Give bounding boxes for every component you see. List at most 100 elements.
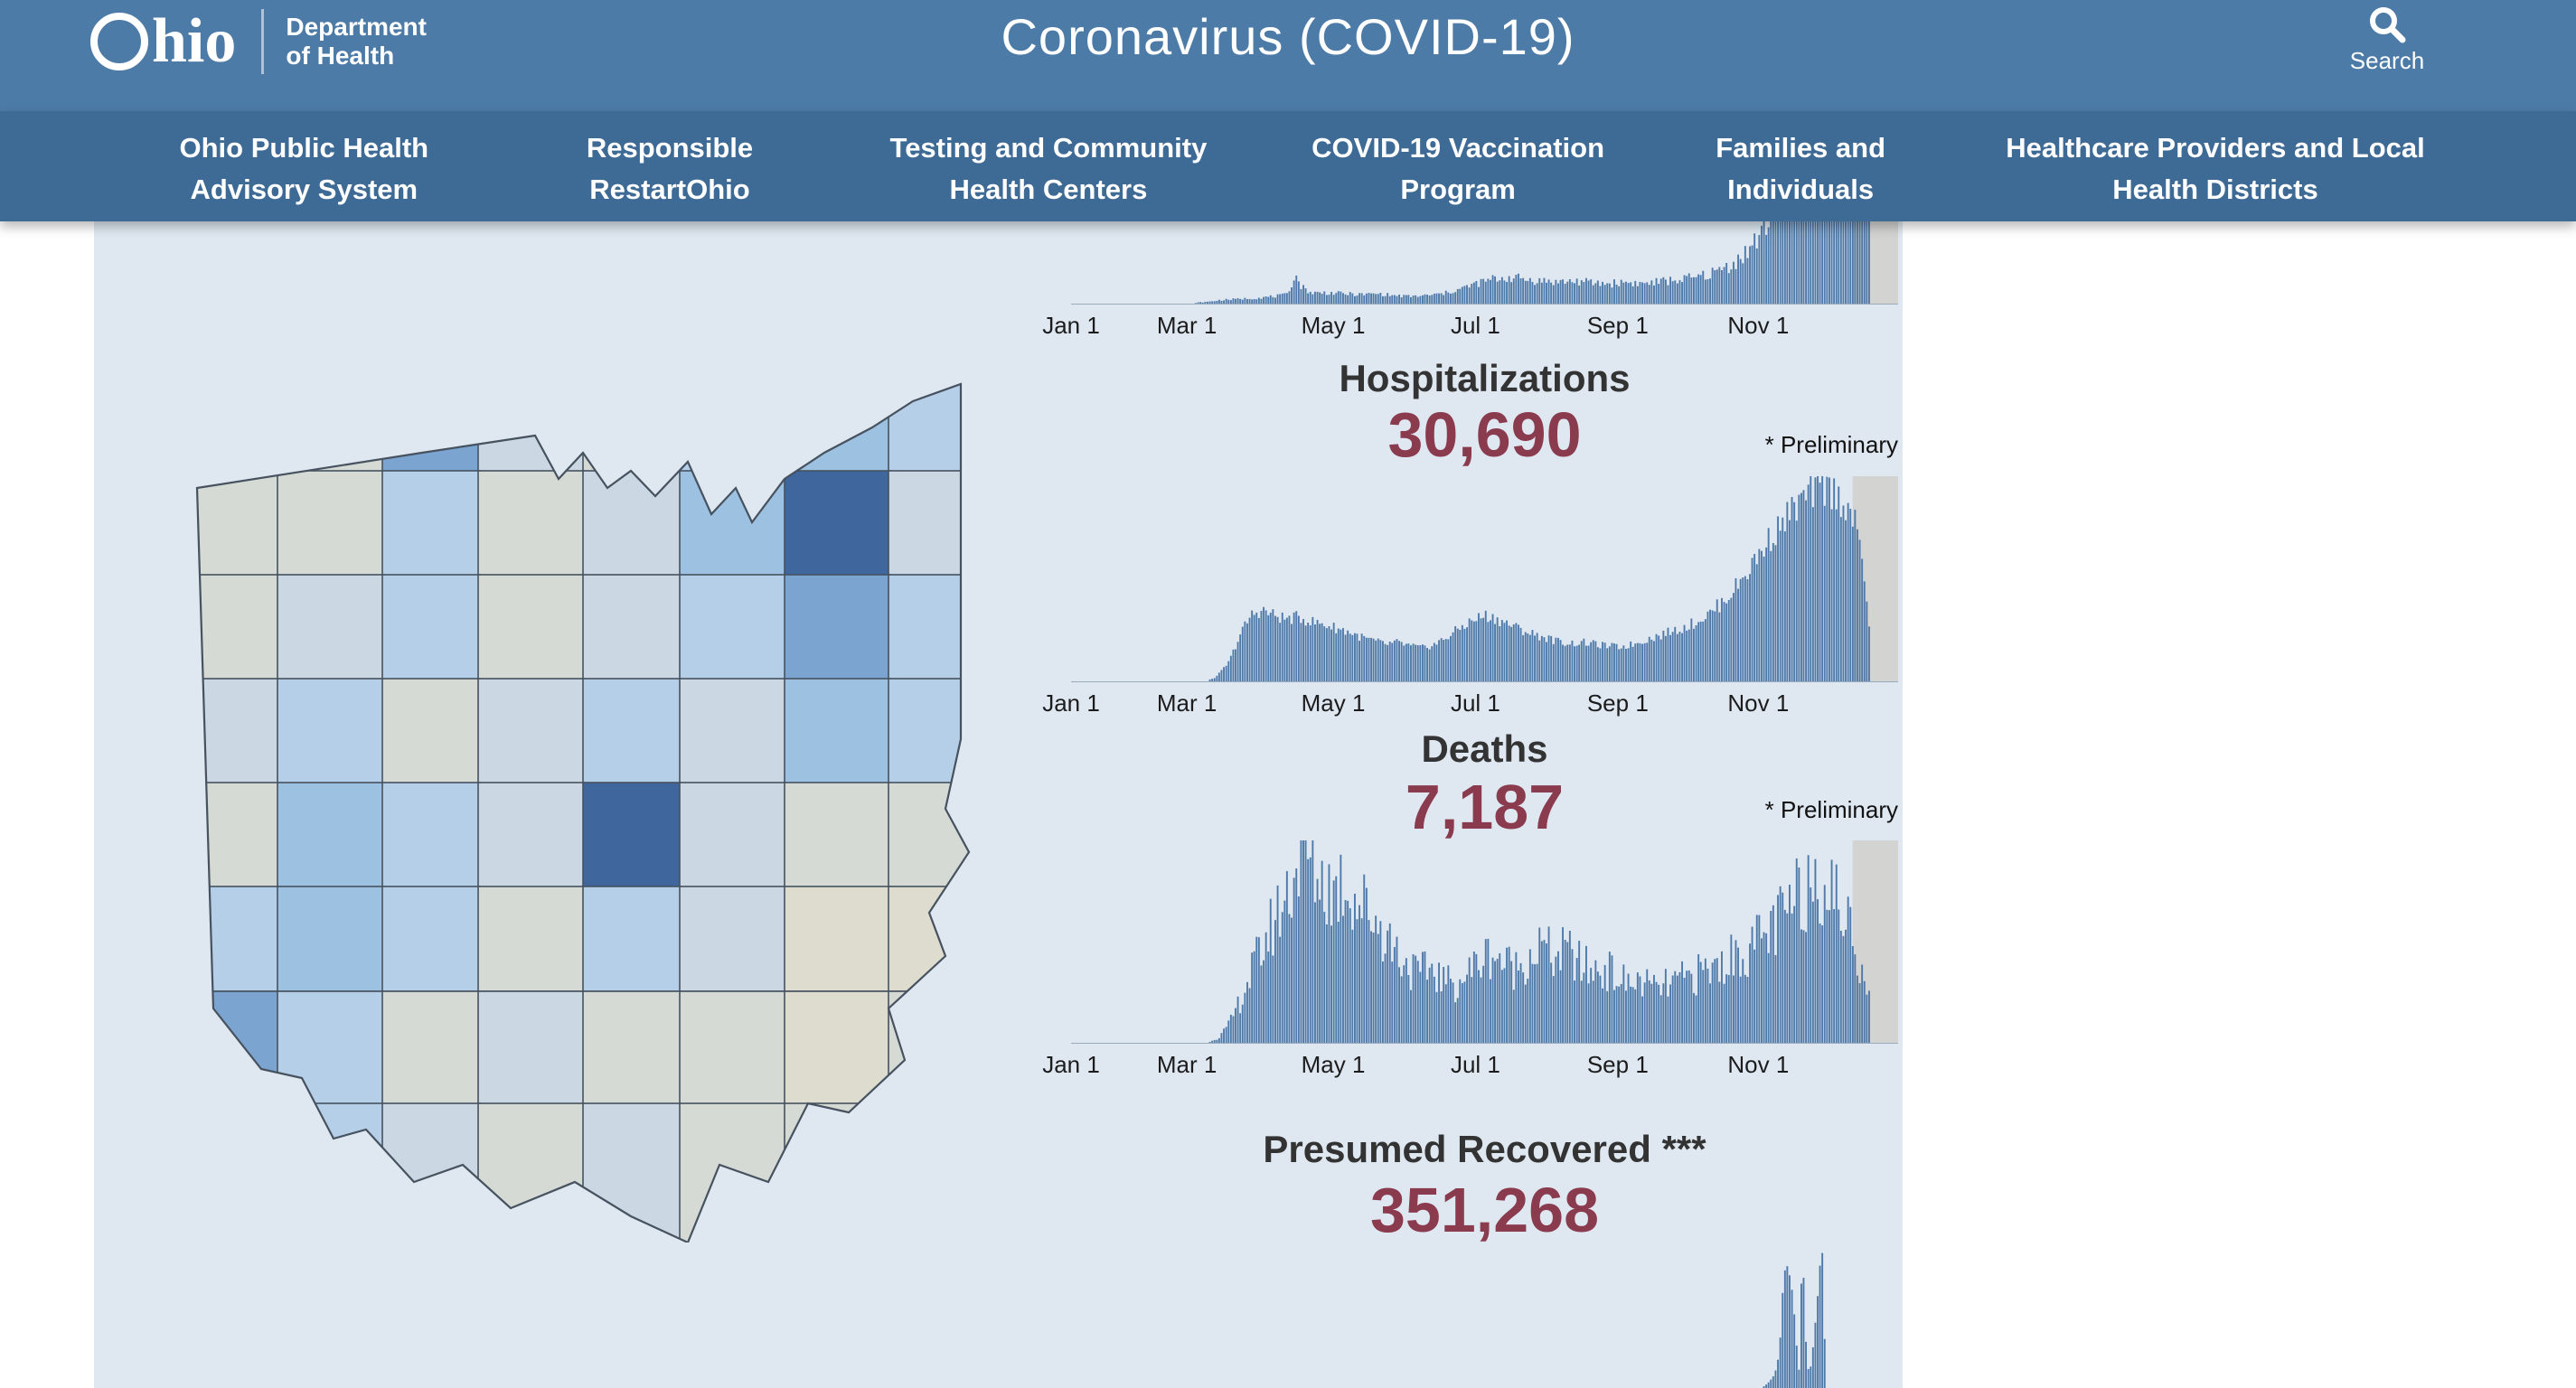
county-cell[interactable]	[582, 782, 682, 888]
county-cell[interactable]	[679, 678, 786, 784]
county-cell[interactable]	[277, 470, 384, 577]
county-cell[interactable]	[277, 678, 384, 784]
county-cell[interactable]	[784, 375, 891, 473]
nav-item-healthcare-providers[interactable]: Healthcare Providers and Local Health Di…	[2006, 127, 2424, 211]
search-label: Search	[2349, 47, 2425, 74]
county-cell[interactable]	[181, 678, 279, 784]
county-cell[interactable]	[181, 470, 279, 577]
dept-of-health-label: Department of Health	[286, 13, 427, 70]
county-cell[interactable]	[679, 375, 786, 473]
axis-tick-label: Sep 1	[1586, 312, 1649, 339]
county-cell[interactable]	[679, 990, 786, 1106]
nav-item-vaccination-program[interactable]: COVID-19 Vaccination Program	[1312, 127, 1604, 211]
county-cell[interactable]	[477, 470, 585, 577]
county-cell[interactable]	[582, 990, 682, 1106]
ohio-county-choropleth-map[interactable]	[181, 375, 985, 1244]
county-cell[interactable]	[888, 678, 985, 784]
ohio-map-svg	[181, 375, 985, 1244]
dept-line1: Department	[286, 13, 427, 41]
county-cell[interactable]	[784, 1102, 891, 1243]
county-cell[interactable]	[582, 678, 682, 784]
county-cell[interactable]	[477, 375, 585, 473]
axis-tick-label: Jul 1	[1450, 1051, 1500, 1078]
nav-item-line: Responsible	[586, 132, 754, 164]
presumed-recovered-heading: Presumed Recovered ***	[1263, 1128, 1706, 1170]
county-cell[interactable]	[477, 1102, 585, 1243]
county-cell[interactable]	[582, 375, 682, 473]
county-cell[interactable]	[784, 782, 891, 888]
ohio-o-ring-icon	[90, 13, 148, 70]
county-cell[interactable]	[888, 990, 985, 1106]
county-cell[interactable]	[582, 470, 682, 577]
county-cell[interactable]	[477, 678, 585, 784]
hospitalizations-value: 30,690	[1387, 399, 1582, 470]
county-cell[interactable]	[277, 886, 384, 992]
county-cell[interactable]	[181, 886, 279, 992]
county-cell[interactable]	[888, 470, 985, 577]
nav-item-advisory-system[interactable]: Ohio Public Health Advisory System	[180, 127, 429, 211]
hospitalizations-chart[interactable]	[1071, 476, 1898, 682]
county-cell[interactable]	[784, 574, 891, 680]
county-cell[interactable]	[181, 990, 279, 1106]
deaths-chart[interactable]	[1071, 840, 1898, 1044]
ohio-state-outline	[195, 382, 971, 1244]
deaths-bars	[1071, 840, 1898, 1044]
county-cell[interactable]	[381, 886, 481, 992]
county-cell[interactable]	[784, 678, 891, 784]
nav-item-line: Health Districts	[2112, 174, 2318, 205]
county-cell[interactable]	[477, 574, 585, 680]
county-cell[interactable]	[277, 574, 384, 680]
deaths-preliminary-note: * Preliminary	[1764, 796, 1898, 823]
ohio-department-of-health-logo[interactable]: hio Department of Health	[90, 9, 427, 74]
county-cell[interactable]	[784, 470, 891, 577]
county-cell[interactable]	[181, 375, 279, 473]
county-cell[interactable]	[381, 470, 481, 577]
ohio-logo-text: hio	[152, 6, 237, 76]
county-cell[interactable]	[477, 886, 585, 992]
search-button[interactable]: Search	[2346, 4, 2428, 75]
nav-item-families-individuals[interactable]: Families and Individuals	[1716, 127, 1885, 211]
county-cell[interactable]	[582, 574, 682, 680]
county-cell[interactable]	[181, 574, 279, 680]
nav-item-testing-health-centers[interactable]: Testing and Community Health Centers	[890, 127, 1208, 211]
deaths-value: 7,187	[1405, 772, 1565, 842]
county-cell[interactable]	[181, 1102, 279, 1243]
county-cell[interactable]	[679, 470, 786, 577]
county-cell[interactable]	[888, 1102, 985, 1243]
nav-item-restart-ohio[interactable]: Responsible RestartOhio	[587, 127, 753, 211]
county-cell[interactable]	[679, 574, 786, 680]
county-cell[interactable]	[277, 375, 384, 473]
deaths-axis-labels: Jan 1 Mar 1 May 1 Jul 1 Sep 1 Nov 1	[1042, 1051, 1898, 1082]
nav-item-line: Families and	[1716, 132, 1886, 164]
hospitalizations-heading: Hospitalizations	[1339, 357, 1631, 399]
county-cell[interactable]	[477, 782, 585, 888]
county-cell[interactable]	[381, 678, 481, 784]
nav-item-line: Testing and Community	[889, 132, 1208, 164]
county-cell[interactable]	[582, 1102, 682, 1243]
cases-chart-partial[interactable]	[1071, 221, 1898, 305]
county-cell[interactable]	[381, 990, 481, 1106]
county-cell[interactable]	[888, 574, 985, 680]
hospitalizations-preliminary-note: * Preliminary	[1764, 431, 1898, 458]
axis-tick-label: Jan 1	[1042, 312, 1100, 339]
county-cell[interactable]	[888, 375, 985, 473]
presumed-recovered-chart-partial[interactable]	[1071, 1247, 1898, 1388]
county-cell[interactable]	[784, 886, 891, 992]
county-cell[interactable]	[582, 886, 682, 992]
county-cell[interactable]	[381, 574, 481, 680]
county-cell[interactable]	[679, 782, 786, 888]
county-cell[interactable]	[477, 990, 585, 1106]
county-cell[interactable]	[679, 886, 786, 992]
axis-tick-label: Nov 1	[1727, 312, 1790, 339]
county-cell[interactable]	[181, 782, 279, 888]
county-cell[interactable]	[277, 782, 384, 888]
county-cells	[181, 375, 985, 1243]
nav-item-line: Individuals	[1727, 174, 1875, 205]
county-cell[interactable]	[277, 1102, 384, 1243]
nav-item-line: RestartOhio	[589, 174, 750, 205]
app-header: hio Department of Health Coronavirus (CO…	[0, 0, 2576, 111]
county-cell[interactable]	[381, 1102, 481, 1243]
county-cell[interactable]	[381, 782, 481, 888]
county-cell[interactable]	[277, 990, 384, 1106]
county-cell[interactable]	[888, 782, 985, 888]
